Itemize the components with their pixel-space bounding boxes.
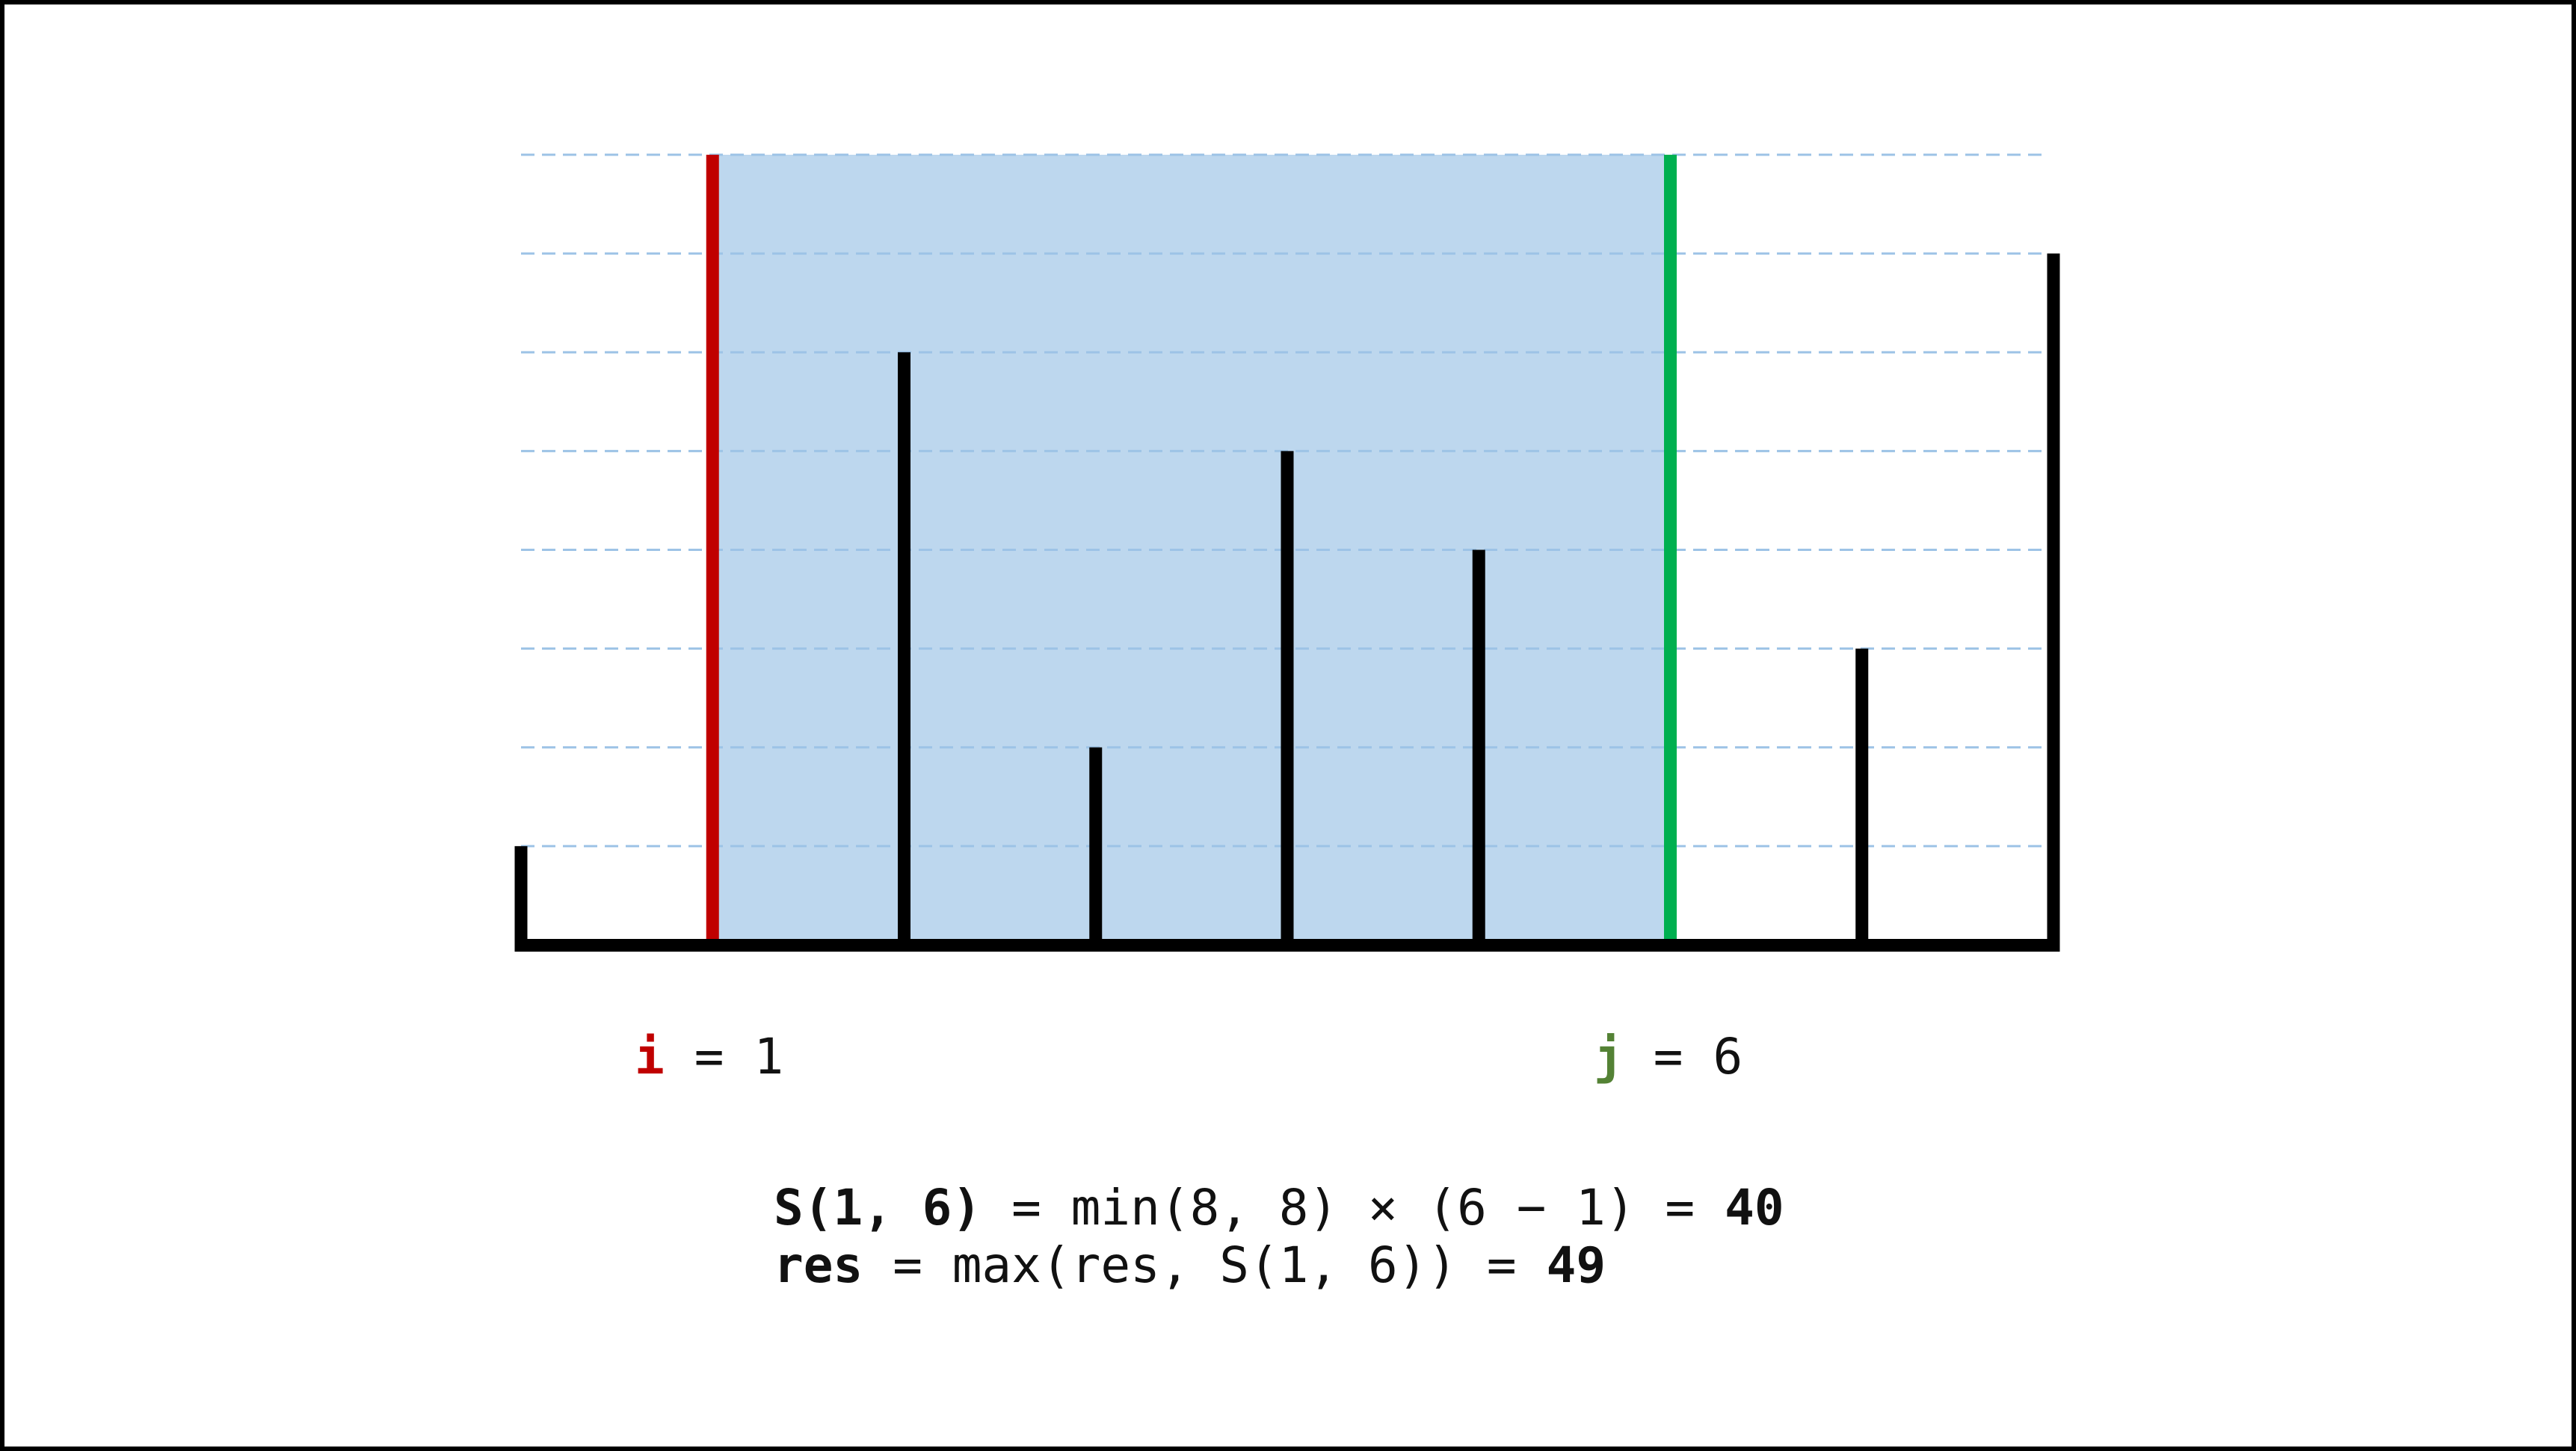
pointer-eq: =: [694, 1028, 724, 1085]
height-bar: [1089, 747, 1103, 945]
pointer-name: i: [635, 1028, 665, 1085]
height-bar: [1281, 451, 1294, 945]
height-bar: [1472, 549, 1485, 945]
height-bar: [898, 352, 910, 945]
pointer-label: j = 6: [1594, 1028, 1743, 1085]
height-bar: [1664, 155, 1677, 945]
height-bar: [1855, 648, 1869, 945]
pointer-eq: =: [1654, 1028, 1683, 1085]
formula-lhs: res: [774, 1236, 863, 1294]
height-bar: [2047, 253, 2060, 945]
formula-line: S(1, 6) = min(8, 8) × (6 − 1) = 40: [774, 1179, 1784, 1236]
formula-result: 49: [1547, 1236, 1606, 1294]
height-bar: [706, 155, 719, 945]
formula-expr: = min(8, 8) × (6 − 1) =: [1011, 1179, 1695, 1236]
pointer-name: j: [1594, 1028, 1624, 1085]
baseline: [514, 939, 2060, 952]
formula-lhs: S(1, 6): [774, 1179, 982, 1236]
pointer-label: i = 1: [635, 1028, 783, 1085]
formula-line: res = max(res, S(1, 6)) = 49: [774, 1236, 1606, 1294]
formula-expr: = max(res, S(1, 6)) =: [893, 1236, 1516, 1294]
pointer-value: 1: [754, 1028, 784, 1085]
height-bar: [514, 845, 528, 945]
formula-result: 40: [1725, 1179, 1784, 1236]
pointer-value: 6: [1713, 1028, 1743, 1085]
